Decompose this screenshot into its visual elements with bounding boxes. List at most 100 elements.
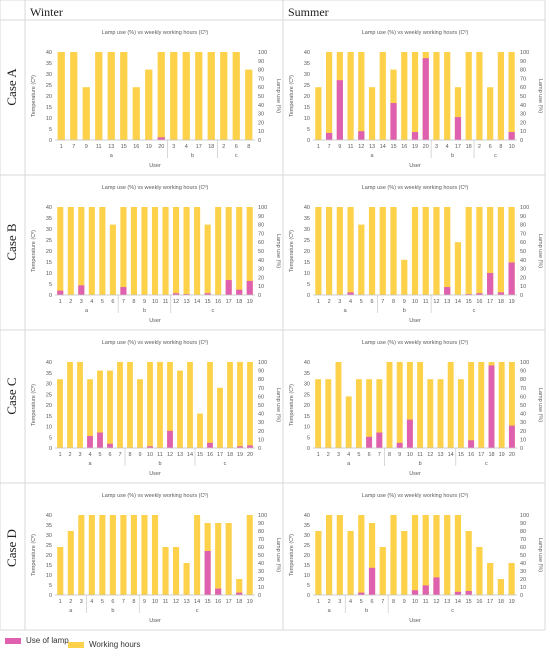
y2-tick-label: 70 [258,231,264,237]
x-tick-label: 12 [167,452,173,458]
working-hours-bar [95,52,103,140]
y-tick-label: 40 [46,360,52,366]
y-tick-label: 0 [49,593,52,599]
x-tick-label: 3 [172,144,175,150]
y2-tick-label: 20 [258,429,264,435]
chart-title: Lamp use (%) vs weekly working hours (Cº… [102,339,209,346]
x-tick-label: 11 [417,452,423,458]
x-tick-label: 13 [444,599,450,605]
x-tick-label: 6 [489,144,492,150]
group-label: b [451,153,454,159]
x-tick-label: 15 [121,144,127,150]
x-tick-label: 16 [401,144,407,150]
y-tick-label: 5 [49,435,52,441]
y2-tick-label: 40 [520,258,526,264]
y-tick-label: 30 [304,382,310,388]
y2-tick-label: 70 [258,537,264,543]
x-tick-label: 20 [158,144,164,150]
x-tick-label: 11 [423,599,429,605]
x-tick-label: 8 [392,599,395,605]
x-tick-label: 17 [487,299,493,305]
chart-title: Lamp use (%) vs weekly working hours (Cº… [102,29,209,36]
working-hours-bar [145,69,153,140]
y2-tick-label: 30 [520,420,526,426]
y2-tick-label: 80 [258,377,264,383]
working-hours-bar [454,87,462,140]
x-tick-label: 6 [371,299,374,305]
chart-title: Lamp use (%) vs weekly working hours (Cº… [362,29,469,36]
working-hours-bar [325,515,333,595]
working-hours-bar [177,370,183,448]
x-tick-label: 15 [466,599,472,605]
working-hours-bar [335,362,342,448]
y2-tick-label: 0 [520,138,523,144]
working-hours-bar [99,207,106,295]
y-tick-label: 40 [304,50,310,56]
lamp-use-bar [167,430,173,448]
y2-tick-label: 50 [258,403,264,409]
y-tick-label: 0 [307,593,310,599]
x-tick-label: 2 [69,599,72,605]
x-tick-label: 17 [226,299,232,305]
y2-tick-label: 80 [520,68,526,74]
working-hours-bar [170,52,178,140]
working-hours-bar [247,362,253,448]
x-tick-label: 13 [369,144,375,150]
lamp-use-bar [173,293,180,295]
y-tick-label: 10 [304,271,310,277]
working-hours-bar [325,207,333,295]
y-tick-label: 0 [307,138,310,144]
x-tick-label: 10 [509,144,515,150]
x-tick-label: 3 [78,452,81,458]
working-hours-bar [220,52,228,140]
working-hours-bar [195,52,203,140]
x-tick-label: 16 [476,299,482,305]
lamp-use-bar [225,280,232,295]
row-header-case-c: Case C [4,377,19,415]
y-tick-label: 20 [304,249,310,255]
y2-tick-label: 30 [520,112,526,118]
x-tick-label: 9 [138,452,141,458]
x-tick-label: 13 [184,599,190,605]
lamp-use-bar [97,432,103,448]
y2-axis-title: Lamp use (%) [275,388,281,422]
working-hours-bar [120,52,128,140]
y-tick-label: 25 [304,238,310,244]
y2-tick-label: 20 [258,120,264,126]
working-hours-bar [508,362,515,448]
x-tick-label: 20 [509,452,515,458]
lamp-use-bar [476,293,483,295]
y-axis-title: Temperature (Cº) [288,75,295,117]
x-tick-label: 10 [412,299,418,305]
working-hours-bar [411,52,419,140]
y-tick-label: 5 [49,583,52,589]
working-hours-bar [232,52,240,140]
x-tick-label: 4 [347,452,350,458]
x-tick-label: 18 [208,144,214,150]
x-tick-label: 15 [205,299,211,305]
y2-tick-label: 50 [520,249,526,255]
working-hours-bar [197,413,203,448]
x-axis-title: User [409,618,421,624]
working-hours-bar [204,224,211,295]
x-tick-label: 14 [455,599,461,605]
working-hours-bar [109,515,116,595]
group-label: a [371,153,375,159]
y2-tick-label: 90 [258,214,264,220]
y2-tick-label: 90 [258,59,264,65]
x-tick-label: 3 [80,599,83,605]
working-hours-bar [127,362,133,448]
x-tick-label: 2 [328,299,331,305]
x-tick-label: 16 [215,299,221,305]
y2-tick-label: 60 [520,85,526,91]
x-tick-label: 8 [247,144,250,150]
y2-axis-title: Lamp use (%) [537,79,543,113]
working-hours-bar [386,362,393,448]
lamp-use-bar [204,293,211,295]
y-tick-label: 20 [46,249,52,255]
x-tick-label: 2 [222,144,225,150]
x-tick-label: 18 [466,144,472,150]
y2-tick-label: 10 [520,585,526,591]
working-hours-bar [379,52,386,140]
x-tick-label: 5 [101,299,104,305]
